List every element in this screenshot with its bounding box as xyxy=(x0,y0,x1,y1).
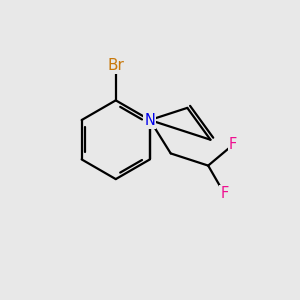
Text: F: F xyxy=(229,137,237,152)
Text: N: N xyxy=(144,112,155,128)
Text: F: F xyxy=(220,186,228,201)
Text: Br: Br xyxy=(107,58,124,73)
